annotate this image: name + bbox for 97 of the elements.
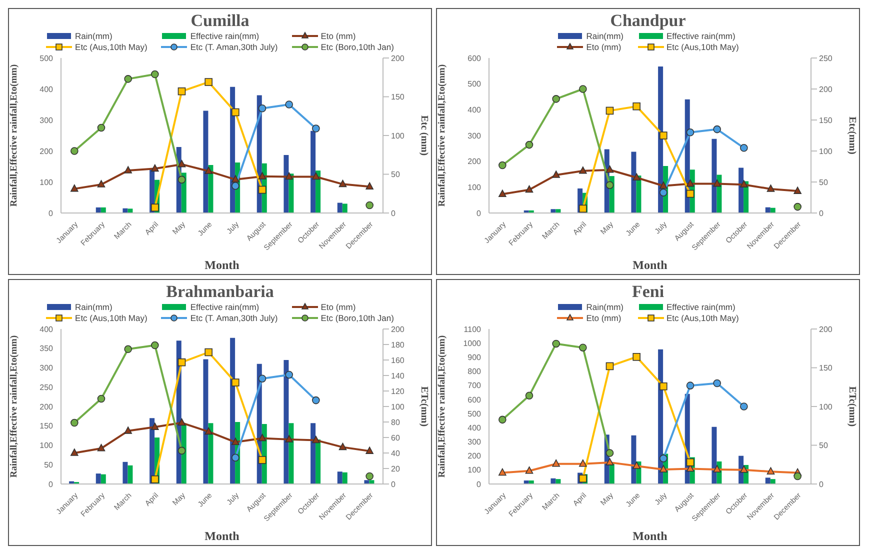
legend-label: Rain(mm) <box>75 302 112 312</box>
y-tick-label: 500 <box>40 54 54 63</box>
y-tick-label: 700 <box>468 381 482 390</box>
y-tick-label: 100 <box>40 441 54 450</box>
y-tick-label: 300 <box>40 364 54 373</box>
x-axis-title: Month <box>632 258 668 272</box>
y-tick-label: 200 <box>468 157 482 166</box>
y2-tick-label: 150 <box>819 364 833 373</box>
chart-title: Feni <box>630 282 666 302</box>
y-tick-label: 1000 <box>463 338 482 348</box>
y2-tick-label: 50 <box>819 441 828 450</box>
y2-axis-title: ETc(mm) <box>418 386 430 427</box>
y-tick-label: 100 <box>468 466 482 475</box>
y2-tick-label: 0 <box>819 480 824 489</box>
y2-tick-label: 200 <box>391 324 405 334</box>
y2-tick-label: 20 <box>391 464 400 474</box>
y2-tick-label: 40 <box>391 448 400 458</box>
y2-tick-label: 120 <box>391 386 405 396</box>
y-tick-label: 500 <box>468 80 482 89</box>
y-axis-title: Rainfall,Effective rainfall,Eto(mm) <box>9 64 20 207</box>
y2-tick-label: 100 <box>391 402 405 412</box>
y2-tick-label: 50 <box>819 178 828 187</box>
y-tick-label: 0 <box>476 480 482 489</box>
y2-tick-label: 150 <box>391 92 405 102</box>
y2-tick-label: 0 <box>391 208 396 218</box>
legend-label: Effective rain(mm) <box>190 31 260 41</box>
y2-tick-label: 80 <box>391 418 400 427</box>
y2-tick-label: 200 <box>391 54 405 63</box>
legend-label: Effective rain(mm) <box>666 31 736 41</box>
y-tick-label: 800 <box>468 367 482 376</box>
legend-label: Etc (Aus,10th May) <box>75 313 148 323</box>
y2-axis-title: Etc(mm) <box>846 116 858 154</box>
y-tick-label: 100 <box>40 178 54 187</box>
y-tick-label: 900 <box>468 353 482 362</box>
y2-tick-label: 0 <box>391 480 396 489</box>
y-tick-label: 0 <box>48 208 54 218</box>
y-tick-label: 300 <box>468 131 482 140</box>
chart-title: Brahmanbaria <box>165 282 275 302</box>
y2-tick-label: 0 <box>819 208 824 218</box>
y-tick-label: 200 <box>40 402 54 412</box>
y2-axis-title: ETc(mm) <box>846 386 858 427</box>
y-tick-label: 400 <box>40 324 54 334</box>
legend-label: Effective rain(mm) <box>190 302 260 312</box>
y-tick-label: 400 <box>468 423 482 432</box>
y-tick-label: 200 <box>468 452 482 461</box>
y2-tick-label: 180 <box>391 340 405 350</box>
y-tick-label: 300 <box>468 438 482 447</box>
legend-label: Etc (Aus,10th May) <box>666 42 739 52</box>
chart-title: Cumilla <box>190 11 250 31</box>
y-axis-title: Rainfall,Effective rainfall,Eto(mm) <box>9 335 20 478</box>
y2-tick-label: 60 <box>391 433 400 442</box>
y-tick-label: 150 <box>40 422 54 431</box>
y2-tick-label: 100 <box>391 131 405 140</box>
y-tick-label: 0 <box>48 480 54 489</box>
y-tick-label: 600 <box>468 395 482 404</box>
y-tick-label: 200 <box>40 146 54 156</box>
legend-label: Eto (mm) <box>320 31 356 41</box>
y2-tick-label: 100 <box>819 402 833 412</box>
y-tick-label: 100 <box>468 183 482 192</box>
y-tick-label: 50 <box>44 460 54 470</box>
y-tick-label: 600 <box>468 54 482 63</box>
legend-label: Rain(mm) <box>586 31 624 41</box>
y-axis-title: Rainfall,Effective rainfall,Eto(mm) <box>437 64 448 207</box>
y-tick-label: 500 <box>468 409 482 418</box>
y-tick-label: 400 <box>468 106 482 115</box>
x-axis-title: Month <box>204 258 240 272</box>
y2-tick-label: 160 <box>391 356 405 365</box>
y2-tick-label: 150 <box>819 116 833 125</box>
y-tick-label: 350 <box>40 344 54 354</box>
y2-tick-label: 200 <box>819 84 833 94</box>
legend-label: Etc (T. Aman,30th July) <box>190 42 278 52</box>
y2-tick-label: 100 <box>819 146 833 156</box>
legend-label: Eto (mm) <box>320 302 356 312</box>
legend-label: Etc (Aus,10th May) <box>75 42 148 52</box>
y-tick-label: 400 <box>40 84 54 94</box>
legend-label: Etc (Boro,10th Jan) <box>320 313 394 323</box>
y-tick-label: 250 <box>40 382 54 392</box>
legend-label: Etc (Boro,10th Jan) <box>320 42 394 52</box>
legend-label: Eto (mm) <box>586 42 622 52</box>
y-tick-label: 1100 <box>464 324 482 334</box>
x-axis-title: Month <box>632 529 668 543</box>
y-tick-label: 300 <box>40 116 54 125</box>
chart-title: Chandpur <box>609 11 687 31</box>
y2-tick-label: 200 <box>819 324 833 334</box>
legend-label: Eto (mm) <box>586 313 622 323</box>
y2-tick-label: 140 <box>391 371 405 380</box>
y2-tick-label: 250 <box>819 54 833 63</box>
legend-label: Rain(mm) <box>586 302 624 312</box>
y2-tick-label: 50 <box>391 170 400 180</box>
legend-label: Effective rain(mm) <box>666 302 736 312</box>
x-axis-title: Month <box>204 529 240 543</box>
legend-label: Etc (Aus,10th May) <box>666 313 739 323</box>
y-axis-title: Rainfall,Effective rainfall,Eto(mm) <box>437 335 448 478</box>
legend-label: Etc (T. Aman,30th July) <box>190 313 278 323</box>
legend-label: Rain(mm) <box>75 31 112 41</box>
y-tick-label: 0 <box>476 208 482 218</box>
y2-axis-title: Etc (mm) <box>418 115 430 156</box>
